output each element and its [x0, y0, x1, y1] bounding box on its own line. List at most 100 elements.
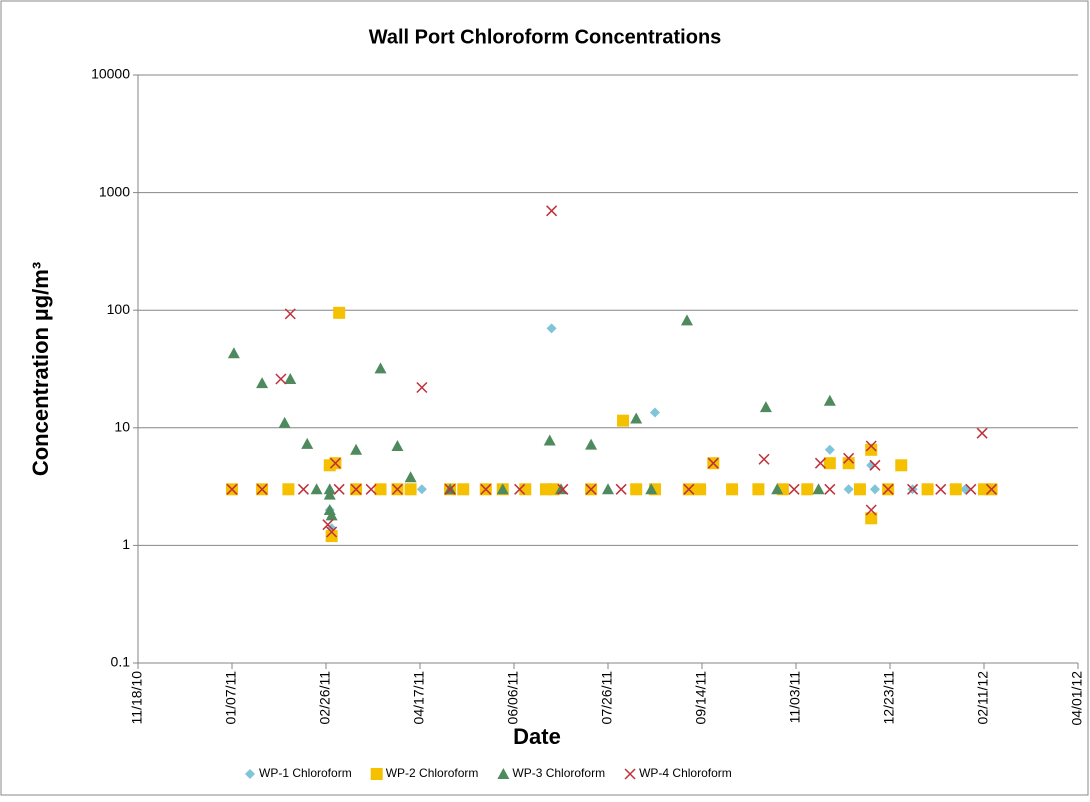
x-tick-label: 11/18/10 [129, 671, 145, 725]
legend-marker [370, 768, 383, 780]
legend-label: WP-1 Chloroform [259, 766, 352, 780]
marker [284, 308, 296, 320]
marker [444, 483, 456, 495]
marker [865, 440, 877, 452]
marker [480, 483, 492, 495]
marker [812, 483, 825, 495]
marker [865, 443, 878, 456]
marker [310, 483, 323, 495]
marker [546, 323, 557, 334]
marker [374, 483, 387, 496]
marker [275, 373, 287, 385]
marker [630, 412, 643, 424]
marker [866, 460, 877, 471]
marker [976, 427, 988, 439]
x-tick-label: 12/23/11 [881, 671, 897, 725]
x-axis-title: Date [513, 724, 561, 749]
x-tick-label: 06/06/11 [505, 671, 521, 725]
y-tick-label: 0.1 [111, 654, 131, 670]
marker [869, 484, 880, 495]
marker [758, 453, 770, 465]
marker [752, 483, 765, 496]
marker [226, 483, 238, 495]
marker [543, 434, 556, 446]
marker [278, 416, 291, 428]
marker [823, 394, 836, 406]
marker [683, 483, 695, 495]
marker [391, 440, 404, 452]
marker [707, 457, 719, 469]
marker [325, 530, 338, 543]
chart-title: Wall Port Chloroform Concentrations [369, 26, 722, 48]
marker [416, 382, 428, 394]
x-tick-label: 11/03/11 [787, 671, 803, 724]
marker [284, 372, 297, 384]
marker [921, 483, 934, 496]
y-tick-label: 10000 [91, 66, 130, 82]
marker [843, 484, 854, 495]
legend-marker [245, 769, 255, 779]
x-tick-label: 04/17/11 [411, 671, 427, 725]
x-tick-label: 01/07/11 [223, 671, 239, 725]
marker [496, 483, 509, 495]
legend-marker [624, 768, 636, 780]
marker [326, 526, 338, 538]
marker [585, 438, 598, 450]
x-tick-label: 07/26/11 [599, 671, 615, 725]
y-tick-label: 1000 [99, 183, 130, 199]
marker [256, 377, 269, 389]
marker [323, 488, 336, 500]
marker [555, 483, 567, 495]
y-tick-label: 10 [114, 419, 130, 435]
marker [907, 483, 919, 495]
marker [759, 401, 772, 413]
marker [630, 483, 643, 496]
marker [645, 483, 658, 495]
marker [680, 314, 693, 326]
marker [329, 457, 341, 469]
marker [404, 471, 417, 483]
legend-label: WP-3 Chloroform [512, 766, 605, 780]
marker [617, 414, 630, 427]
y-axis-title: Concentration µg/m³ [28, 262, 53, 476]
marker [282, 483, 295, 496]
marker [227, 347, 240, 359]
marker [853, 483, 866, 496]
marker [322, 519, 334, 531]
marker [602, 483, 614, 495]
x-tick-label: 09/14/11 [693, 671, 709, 725]
marker [404, 483, 417, 496]
marker [843, 452, 855, 464]
marker [650, 407, 660, 418]
marker [519, 483, 532, 496]
marker [365, 483, 377, 495]
y-tick-label: 100 [107, 301, 131, 317]
marker [726, 483, 739, 496]
marker [391, 483, 403, 495]
marker [350, 483, 362, 495]
marker [585, 483, 597, 495]
legend-label: WP-2 Chloroform [386, 766, 479, 780]
marker [824, 444, 835, 455]
marker [416, 484, 427, 495]
y-tick-label: 1 [122, 536, 130, 552]
marker [457, 483, 470, 496]
marker [935, 483, 947, 495]
marker [814, 457, 826, 469]
marker [301, 437, 314, 449]
marker [949, 483, 962, 496]
x-tick-label: 02/11/12 [975, 671, 991, 725]
marker [824, 483, 836, 495]
marker [325, 509, 338, 521]
marker [842, 457, 855, 470]
x-tick-label: 02/26/11 [317, 671, 333, 725]
marker [350, 443, 363, 455]
marker [333, 306, 346, 319]
marker [895, 459, 908, 472]
marker [297, 483, 309, 495]
marker [801, 483, 814, 496]
marker [557, 483, 569, 495]
legend-marker [497, 768, 510, 779]
marker [882, 483, 894, 495]
marker [546, 205, 558, 217]
